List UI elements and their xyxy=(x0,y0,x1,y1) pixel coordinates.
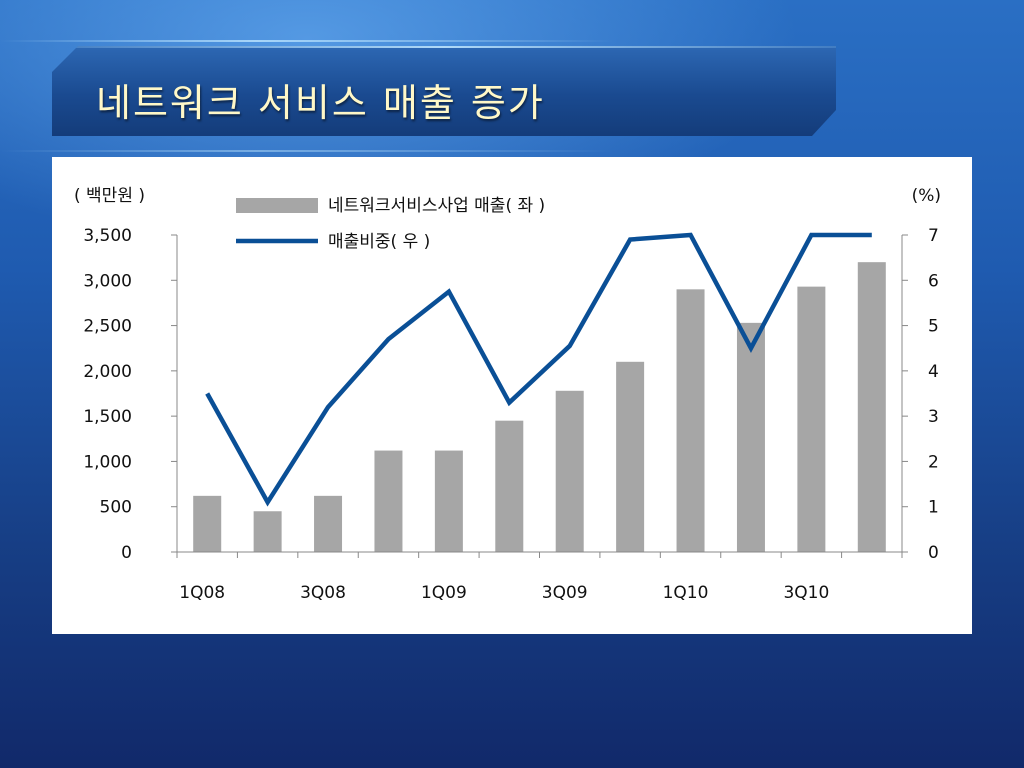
title-banner xyxy=(52,46,836,136)
right-tick-label: 3 xyxy=(928,407,939,427)
left-tick-label: 500 xyxy=(100,498,132,518)
bar xyxy=(857,262,886,552)
x-tick-label: 3Q08 xyxy=(300,583,346,603)
bar-series xyxy=(193,262,886,552)
background-streak xyxy=(0,150,1024,152)
bar xyxy=(193,495,222,552)
bar xyxy=(495,420,524,552)
left-tick-label: 2,000 xyxy=(83,362,132,382)
left-tick-label: 1,500 xyxy=(83,407,132,427)
left-tick-label: 3,500 xyxy=(83,226,132,246)
bar xyxy=(555,390,584,552)
right-tick-label: 0 xyxy=(928,543,939,563)
series-line xyxy=(205,232,872,507)
right-tick-label: 5 xyxy=(928,317,939,337)
x-tick-label: 1Q10 xyxy=(663,583,709,603)
bar xyxy=(434,450,463,552)
left-axis: 0 500 1,000 1,500 2,000 2,500 3,000 3,500 xyxy=(83,226,178,563)
bar xyxy=(736,322,765,552)
x-axis: 1Q08 3Q08 1Q09 3Q09 1Q10 3Q10 xyxy=(176,551,903,603)
right-tick-label: 2 xyxy=(928,452,939,472)
x-tick-label: 1Q09 xyxy=(421,583,467,603)
slide-title: 네트워크 서비스 매출 증가 xyxy=(96,81,545,125)
left-tick-label: 2,500 xyxy=(83,317,132,337)
x-tick-label: 3Q10 xyxy=(783,583,829,603)
left-tick-label: 3,000 xyxy=(83,271,132,291)
left-axis-unit: ( 백만원 ) xyxy=(74,186,145,206)
line-series xyxy=(205,232,872,507)
bar xyxy=(253,511,282,552)
right-axis-unit: (%) xyxy=(912,186,941,206)
legend-line-label: 매출비중( 우 ) xyxy=(328,232,430,252)
background-streak xyxy=(0,40,1024,42)
combo-chart: 0 500 1,000 1,500 2,000 2,500 3,000 3,500 0 1 2 3 4… xyxy=(74,186,941,603)
bar xyxy=(314,495,343,552)
legend: 네트워크서비스사업 매출( 좌 ) 매출비중( 우 ) xyxy=(236,196,545,252)
right-axis: 0 1 2 3 4 5 6 7 xyxy=(901,226,939,563)
chart-panel: 0 500 1,000 1,500 2,000 2,500 3,000 3,500 0 1 2 3 4… xyxy=(52,157,972,634)
bar xyxy=(616,361,645,552)
x-tick-label: 1Q08 xyxy=(179,583,225,603)
bar xyxy=(374,450,403,552)
legend-bar-swatch xyxy=(236,198,318,213)
right-tick-label: 6 xyxy=(928,271,939,291)
bar xyxy=(676,289,705,552)
left-tick-label: 0 xyxy=(121,543,132,563)
right-tick-label: 4 xyxy=(928,362,939,382)
right-tick-label: 7 xyxy=(928,226,939,246)
bar xyxy=(797,286,826,552)
legend-bar-label: 네트워크서비스사업 매출( 좌 ) xyxy=(328,196,545,216)
right-tick-label: 1 xyxy=(928,498,939,518)
left-tick-label: 1,000 xyxy=(83,452,132,472)
x-tick-label: 3Q09 xyxy=(542,583,588,603)
